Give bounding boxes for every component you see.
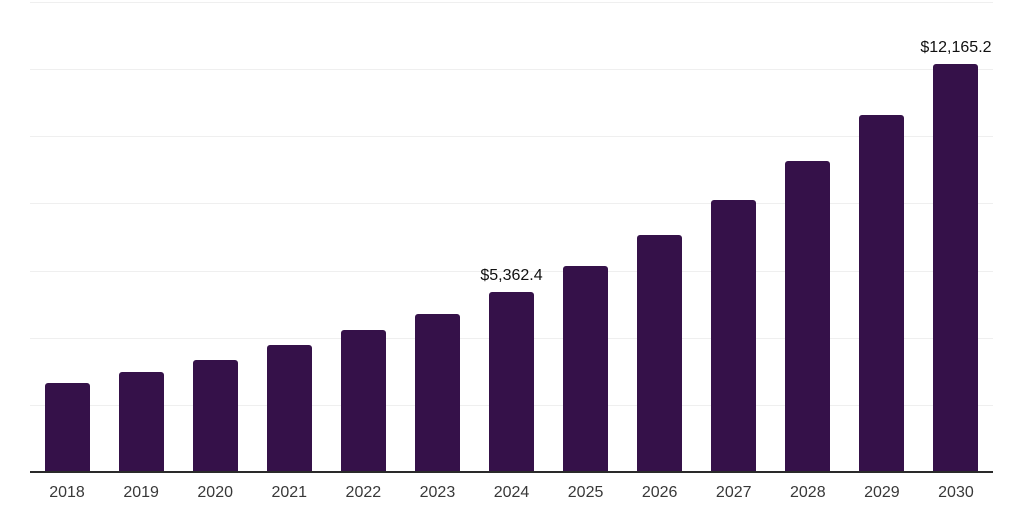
bar-2019[interactable] [118,371,164,472]
bar-2018[interactable] [44,383,90,472]
x-tick-2028: 2028 [790,484,826,501]
x-tick-2019: 2019 [123,484,159,501]
x-tick-2025: 2025 [567,484,604,501]
x-tick-2023: 2023 [419,484,456,501]
x-tick-2024: 2024 [493,484,530,501]
x-tick-2018: 2018 [49,484,85,501]
bar-2021[interactable] [266,345,312,472]
bar-2027[interactable] [711,200,757,472]
value-label-2030: $12,165.2 [920,38,992,56]
x-tick-2026: 2026 [641,484,678,501]
bar-2022[interactable] [340,329,386,472]
bar-2026[interactable] [637,234,683,472]
bar-2030[interactable] [933,63,979,472]
x-axis-line [30,471,993,473]
gridline [30,136,993,138]
x-tick-2021: 2021 [271,484,308,501]
plot-area: 2018 2019 2020 2021 2022 2023 $5,362.4 2024 2025… [30,0,993,512]
bar-2028[interactable] [785,160,831,472]
x-tick-2029: 2029 [864,484,900,501]
gridline [30,203,993,205]
gridline [30,2,993,3]
bar-2024[interactable] [489,291,534,472]
x-tick-2030: 2030 [938,484,974,501]
gridline [30,270,993,272]
gridline [30,69,993,71]
value-label-2024: $5,362.4 [480,266,543,284]
x-tick-2022: 2022 [345,484,382,501]
x-tick-2020: 2020 [197,484,233,501]
x-tick-2027: 2027 [715,484,752,501]
bar-2020[interactable] [192,360,238,472]
bar-2025[interactable] [563,265,609,472]
bar-2023[interactable] [414,313,460,472]
bar-2029[interactable] [859,115,905,472]
